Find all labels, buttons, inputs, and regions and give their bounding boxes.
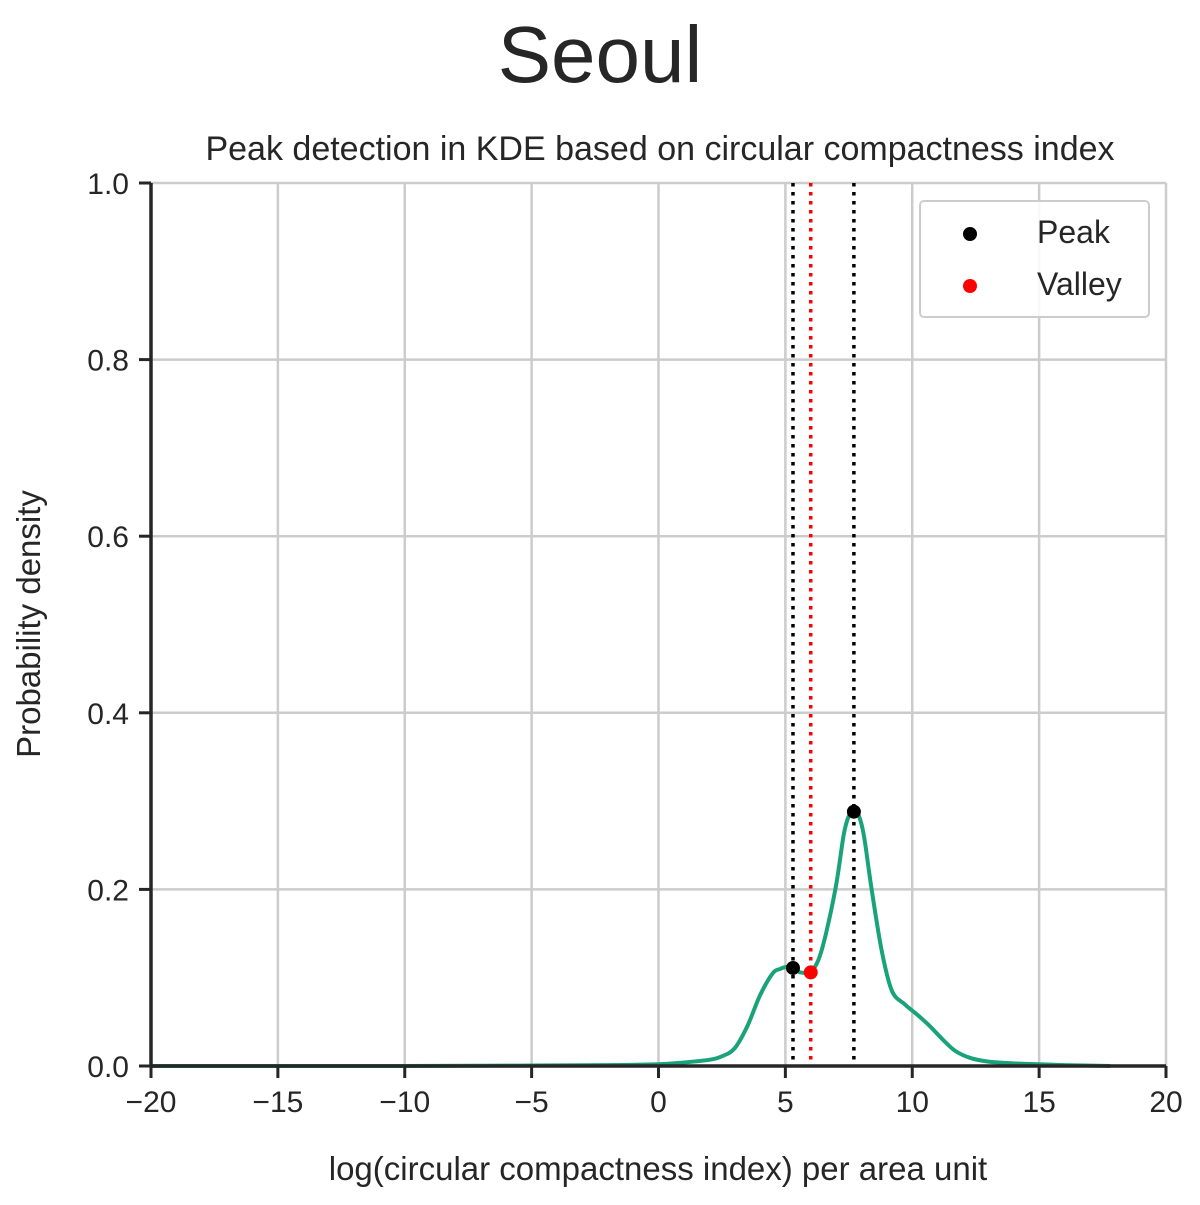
y-tick-label: 0.0: [87, 1051, 129, 1084]
tick-labels: −20 −15 −10 −5 0 5 10 15 20 0.0 0.2 0.4 0.6 0.8 1.0: [87, 168, 1182, 1119]
x-tick-label: 15: [1022, 1086, 1055, 1119]
x-tick-label: −5: [515, 1086, 549, 1119]
legend-peak-label: Peak: [1037, 214, 1111, 250]
grid: [149, 181, 1168, 1068]
peak-point: [846, 804, 861, 819]
legend-valley-label: Valley: [1037, 266, 1122, 302]
x-tick-label: −15: [252, 1086, 303, 1119]
point-layer: [785, 804, 861, 980]
axes: [139, 181, 1168, 1078]
kde-series-line: [150, 809, 1111, 1069]
y-axis-label: Probability density: [10, 490, 47, 758]
legend-box: [919, 200, 1150, 318]
peak-point: [785, 960, 800, 975]
legend-valley-marker: [963, 279, 977, 293]
valley-point: [803, 965, 818, 980]
x-tick-label: −10: [379, 1086, 430, 1119]
figure-suptitle: Seoul: [498, 10, 703, 99]
legend-peak-marker: [963, 227, 977, 241]
legend: Peak Valley: [919, 200, 1150, 318]
series-layer: [150, 809, 1111, 1069]
x-axis-label: log(circular compactness index) per area…: [329, 1150, 987, 1187]
y-tick-label: 0.6: [87, 521, 129, 554]
x-tick-label: −20: [126, 1086, 177, 1119]
y-tick-label: 0.2: [87, 874, 129, 907]
marker-lines: [791, 183, 856, 1066]
x-tick-label: 0: [650, 1086, 667, 1119]
x-tick-label: 10: [896, 1086, 929, 1119]
y-tick-label: 1.0: [87, 168, 129, 201]
y-tick-label: 0.8: [87, 345, 129, 378]
chart-title: Peak detection in KDE based on circular …: [205, 130, 1114, 168]
x-tick-label: 20: [1149, 1086, 1182, 1119]
x-tick-label: 5: [777, 1086, 794, 1119]
y-tick-label: 0.4: [87, 698, 129, 731]
